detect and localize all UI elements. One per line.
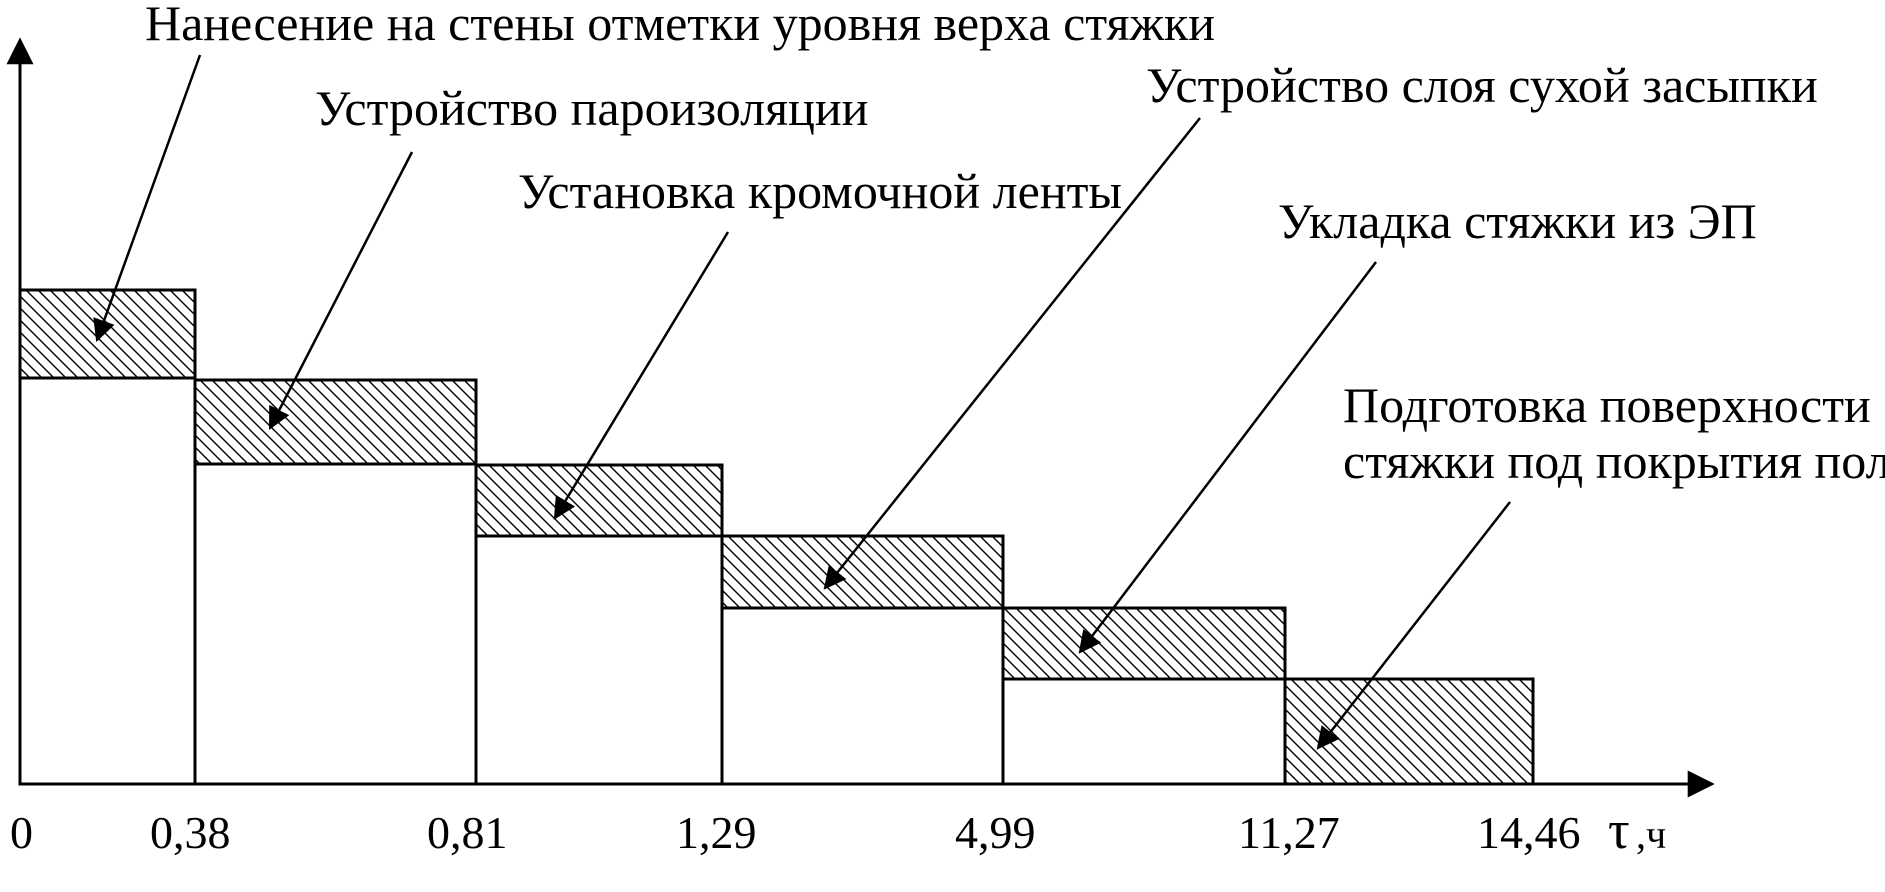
- tick-label-4: 4,99: [955, 807, 1036, 858]
- leader-arrow-2: [268, 151, 414, 431]
- stage-2-label: Устройство пароизоляции: [315, 80, 868, 136]
- tick-label-6: 14,46: [1477, 807, 1581, 858]
- stage-1-body: [18, 376, 197, 786]
- stage-5-body: [1001, 677, 1287, 786]
- stage-3-label: Установка кромочной ленты: [518, 163, 1122, 219]
- stage-1-hatch: [18, 288, 197, 380]
- stage-6-hatch: [1283, 677, 1535, 786]
- axis-unit-suffix: ,ч: [1636, 812, 1666, 857]
- tick-label-5: 11,27: [1238, 807, 1340, 858]
- stage-2-hatch: [193, 378, 478, 466]
- stage-4-body: [720, 606, 1005, 786]
- leader-arrow-3: [553, 231, 730, 520]
- tick-label-1: 0,38: [150, 807, 231, 858]
- stage-6-label-line-2: стяжки под покрытия пола: [1343, 433, 1885, 489]
- stage-3-body: [474, 534, 724, 786]
- stage-4-hatch: [720, 534, 1005, 610]
- stage-5-hatch: [1001, 606, 1287, 681]
- stage-1-label: Нанесение на стены отметки уровня верха …: [145, 0, 1215, 51]
- stage-2-body: [193, 462, 478, 786]
- axis-unit-symbol: τ: [1608, 800, 1630, 860]
- stage-6-label-line-1: Подготовка поверхности: [1343, 377, 1871, 433]
- tick-label-2: 0,81: [427, 807, 508, 858]
- tick-label-3: 1,29: [676, 807, 757, 858]
- stage-5-label: Укладка стяжки из ЭП: [1278, 193, 1757, 249]
- leader-arrow-1: [93, 54, 202, 343]
- stage-3-hatch: [474, 463, 724, 538]
- tick-label-0: 0: [10, 807, 33, 858]
- leader-arrow-5: [1078, 261, 1377, 654]
- leader-arrow-6: [1316, 501, 1511, 750]
- stage-4-label: Устройство слоя сухой засыпки: [1146, 57, 1818, 113]
- leader-arrow-4: [823, 117, 1201, 590]
